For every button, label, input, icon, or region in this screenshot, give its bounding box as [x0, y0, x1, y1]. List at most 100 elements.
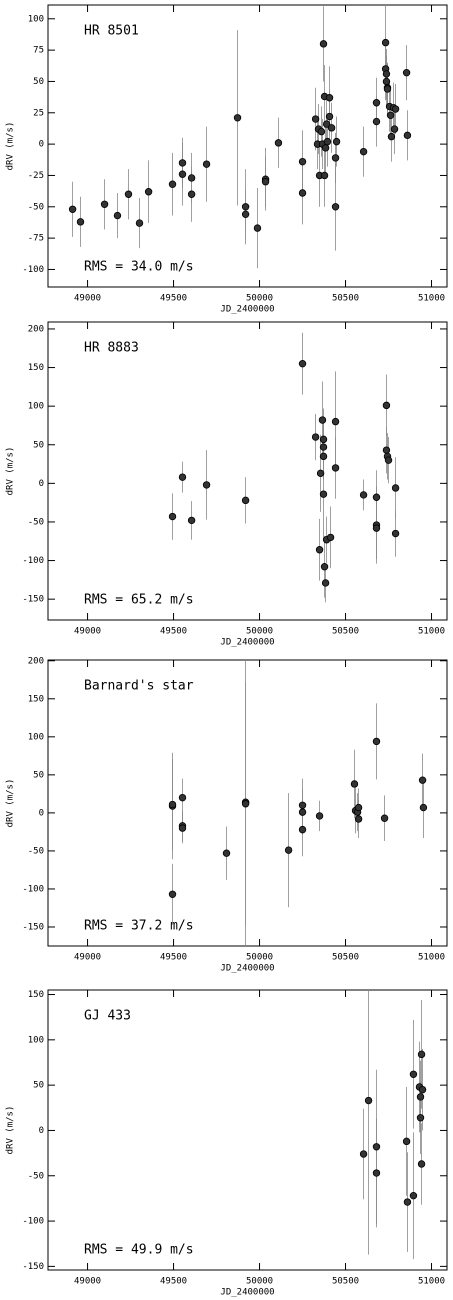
point	[331, 417, 340, 426]
y-tick-label: 200	[28, 656, 44, 666]
point	[419, 803, 428, 812]
point	[144, 188, 153, 196]
y-tick-label: 150	[28, 990, 44, 1000]
point	[298, 157, 307, 166]
y-tick-label: 25	[33, 108, 44, 118]
point	[319, 435, 328, 444]
error-bars	[72, 5, 408, 269]
y-axis-label: dRV (m/s)	[6, 447, 16, 496]
point	[202, 160, 211, 168]
y-tick-label: 0	[39, 1126, 44, 1136]
x-tick-label: 50500	[332, 627, 359, 637]
point	[320, 563, 329, 571]
plot-frame	[47, 659, 448, 947]
point	[417, 1160, 426, 1168]
point	[100, 200, 109, 208]
point	[311, 433, 320, 441]
y-tick-label: 200	[28, 324, 44, 334]
point	[327, 124, 336, 132]
rms-annotation: RMS = 65.2 m/s	[84, 593, 194, 608]
y-axis-label: dRV (m/s)	[6, 122, 16, 171]
x-tick-label: 50000	[246, 953, 273, 963]
point	[178, 793, 187, 802]
panel-title: HR 8883	[84, 341, 139, 356]
y-tick-label: -100	[22, 1217, 44, 1227]
point	[403, 1198, 412, 1206]
point	[178, 159, 187, 167]
x-axis-label: JD_2400000	[220, 638, 274, 648]
point	[331, 203, 340, 211]
x-tick-label: 49000	[74, 627, 101, 637]
point	[350, 780, 359, 788]
point	[409, 1191, 418, 1200]
y-tick-label: -50	[28, 202, 44, 212]
point	[178, 824, 187, 832]
x-axis-label: JD_2400000	[220, 1288, 274, 1298]
point	[315, 546, 324, 554]
point	[354, 803, 363, 812]
point	[178, 170, 187, 178]
point	[124, 190, 133, 198]
y-tick-label: 150	[28, 363, 44, 373]
points	[168, 737, 428, 898]
point	[113, 211, 122, 220]
points	[68, 38, 412, 232]
point	[168, 800, 177, 809]
x-tick-label: 49000	[74, 953, 101, 963]
x-tick-label: 50000	[246, 1277, 273, 1287]
point	[372, 524, 381, 532]
x-tick-label: 49500	[160, 1277, 187, 1287]
point	[319, 452, 328, 461]
point	[387, 132, 396, 141]
y-tick-label: 150	[28, 694, 44, 704]
point	[298, 189, 307, 197]
point	[391, 484, 400, 492]
point	[168, 890, 177, 898]
point	[402, 68, 411, 77]
point	[416, 1093, 425, 1101]
point	[326, 533, 335, 542]
x-tick-label: 49500	[160, 953, 187, 963]
x-tick-label: 51000	[418, 294, 445, 304]
x-tick-label: 50000	[246, 294, 273, 304]
panel: 49000 49500 50000 50500 51000 -100 -75 -50 -25 0 2…	[6, 4, 448, 315]
point	[319, 443, 328, 451]
plot-frame	[47, 321, 448, 621]
point	[321, 579, 330, 587]
point	[418, 1085, 427, 1094]
x-tick-label: 51000	[418, 1277, 445, 1287]
point	[402, 1137, 411, 1146]
x-tick-label: 50500	[332, 294, 359, 304]
point	[253, 224, 262, 232]
point	[241, 800, 250, 808]
point	[391, 529, 400, 538]
y-tick-label: -25	[28, 171, 44, 181]
x-axis-label: JD_2400000	[220, 964, 274, 974]
point	[187, 516, 196, 525]
panel-title: GJ 433	[84, 1009, 131, 1024]
y-tick-label: -50	[28, 517, 44, 527]
point	[168, 512, 177, 521]
panel: 49000 49500 50000 50500 51000 -150 -100 -50 0 50 1…	[6, 989, 448, 1298]
y-tick-label: 100	[28, 402, 44, 412]
y-tick-label: -100	[22, 884, 44, 894]
y-tick-label: -150	[22, 1262, 44, 1272]
point	[359, 491, 368, 499]
panel: 49000 49500 50000 50500 51000 -150 -100 -50 0 50 1…	[6, 321, 448, 648]
point	[384, 456, 393, 464]
point	[222, 849, 231, 857]
point	[417, 1050, 426, 1059]
point	[416, 1114, 425, 1122]
y-tick-label: -150	[22, 922, 44, 932]
point	[316, 469, 325, 478]
y-tick-label: 50	[33, 770, 44, 780]
y-tick-label: -50	[28, 846, 44, 856]
point	[322, 120, 331, 128]
x-axis-label: JD_2400000	[220, 305, 274, 315]
point	[241, 203, 250, 211]
y-tick-label: -75	[28, 234, 44, 244]
y-tick-label: 50	[33, 440, 44, 450]
x-tick-label: 49500	[160, 627, 187, 637]
point	[261, 178, 270, 186]
